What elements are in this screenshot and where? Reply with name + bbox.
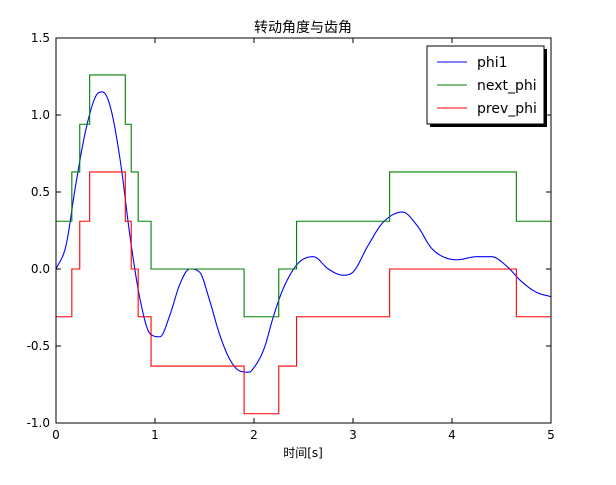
chart-title: 转动角度与齿角 [254, 20, 352, 36]
y-tick-label: -0.5 [27, 339, 50, 353]
legend: phi1 next_phi prev_phi [426, 45, 547, 127]
series-layer [55, 74, 552, 415]
plot-frame [55, 37, 552, 424]
series-line-prev-phi [56, 171, 551, 415]
series-line-phi1 [55, 91, 552, 373]
series-line-next-phi [56, 74, 551, 318]
y-tick-label: 0.5 [31, 185, 50, 199]
y-tick-label: -1.0 [27, 416, 50, 430]
x-axis-label: 时间[s] [283, 446, 323, 460]
y-tick-label: 1.0 [31, 108, 50, 122]
x-tick-label: 0 [52, 428, 60, 442]
x-tick-label: 2 [250, 428, 258, 442]
x-tick-label: 1 [151, 428, 159, 442]
x-tick-label: 5 [547, 428, 555, 442]
x-tick-label: 3 [349, 428, 357, 442]
legend-label: next_phi [477, 78, 537, 94]
legend-label: phi1 [477, 55, 508, 71]
y-tick-label: 1.5 [31, 31, 50, 45]
ticks-layer: 0 1 2 3 4 5 -1.0 -0.5 0.0 0.5 1.0 1.5 [27, 31, 555, 442]
x-tick-label: 4 [448, 428, 456, 442]
legend-label: prev_phi [477, 101, 537, 117]
y-tick-label: 0.0 [31, 262, 50, 276]
